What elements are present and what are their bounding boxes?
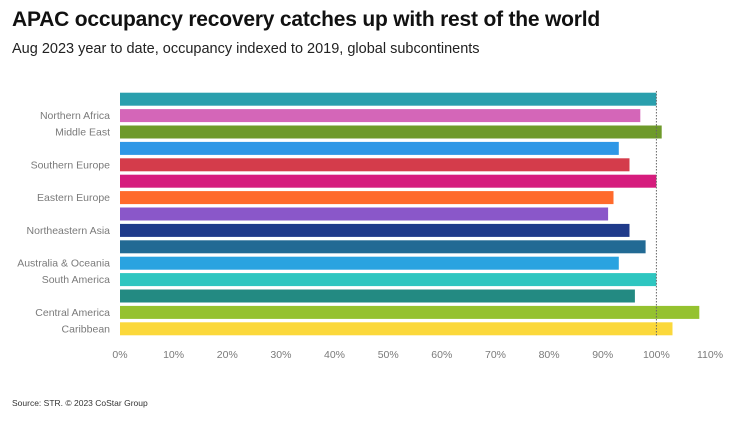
x-tick-label: 70% (485, 349, 506, 361)
bars-group (120, 92, 700, 336)
bar-3 (120, 141, 619, 155)
bar-9 (120, 240, 646, 254)
x-tick-label: 40% (324, 349, 345, 361)
x-tick-label: 50% (378, 349, 399, 361)
bar-7 (120, 207, 609, 221)
bar-8 (120, 223, 630, 237)
category-labels: Northern Africa Middle East Southern Europ… (17, 110, 110, 335)
category-label: Middle East (55, 127, 110, 139)
x-tick-label: 110% (697, 349, 723, 361)
x-tick-label: 10% (163, 349, 184, 361)
x-tick-label: 90% (592, 349, 613, 361)
x-tick-label: 100% (643, 349, 670, 361)
bar-0 (120, 92, 657, 106)
bar-5 (120, 174, 657, 188)
category-label: Caribbean (62, 323, 111, 335)
bar-10 (120, 256, 619, 270)
bar-13 (120, 305, 700, 319)
x-tick-label: 80% (539, 349, 560, 361)
category-label: Australia & Oceania (17, 258, 110, 270)
category-label: Central America (35, 307, 110, 319)
category-label: Eastern Europe (37, 192, 110, 204)
chart-subtitle: Aug 2023 year to date, occupancy indexed… (12, 41, 480, 57)
category-label: South America (42, 274, 110, 286)
x-tick-label: 30% (270, 349, 291, 361)
x-tick-label: 20% (217, 349, 238, 361)
x-tick-label: 0% (112, 349, 127, 361)
source-note: Source: STR. © 2023 CoStar Group (12, 398, 148, 408)
category-label: Southern Europe (31, 159, 111, 171)
x-tick-label: 60% (431, 349, 452, 361)
category-label: Northeastern Asia (27, 225, 111, 237)
x-tick-labels: 0% 10% 20% 30% 40% 50% 60% 70% 80% 90% 100% 110% (112, 349, 723, 361)
bar-4 (120, 158, 630, 172)
bar-6 (120, 191, 614, 205)
category-label: Northern Africa (40, 110, 110, 122)
bar-11 (120, 273, 657, 287)
chart-title: APAC occupancy recovery catches up with … (12, 8, 601, 31)
bar-2 (120, 125, 662, 139)
bar-14 (120, 322, 673, 336)
bar-1 (120, 109, 641, 123)
bar-12 (120, 289, 635, 303)
